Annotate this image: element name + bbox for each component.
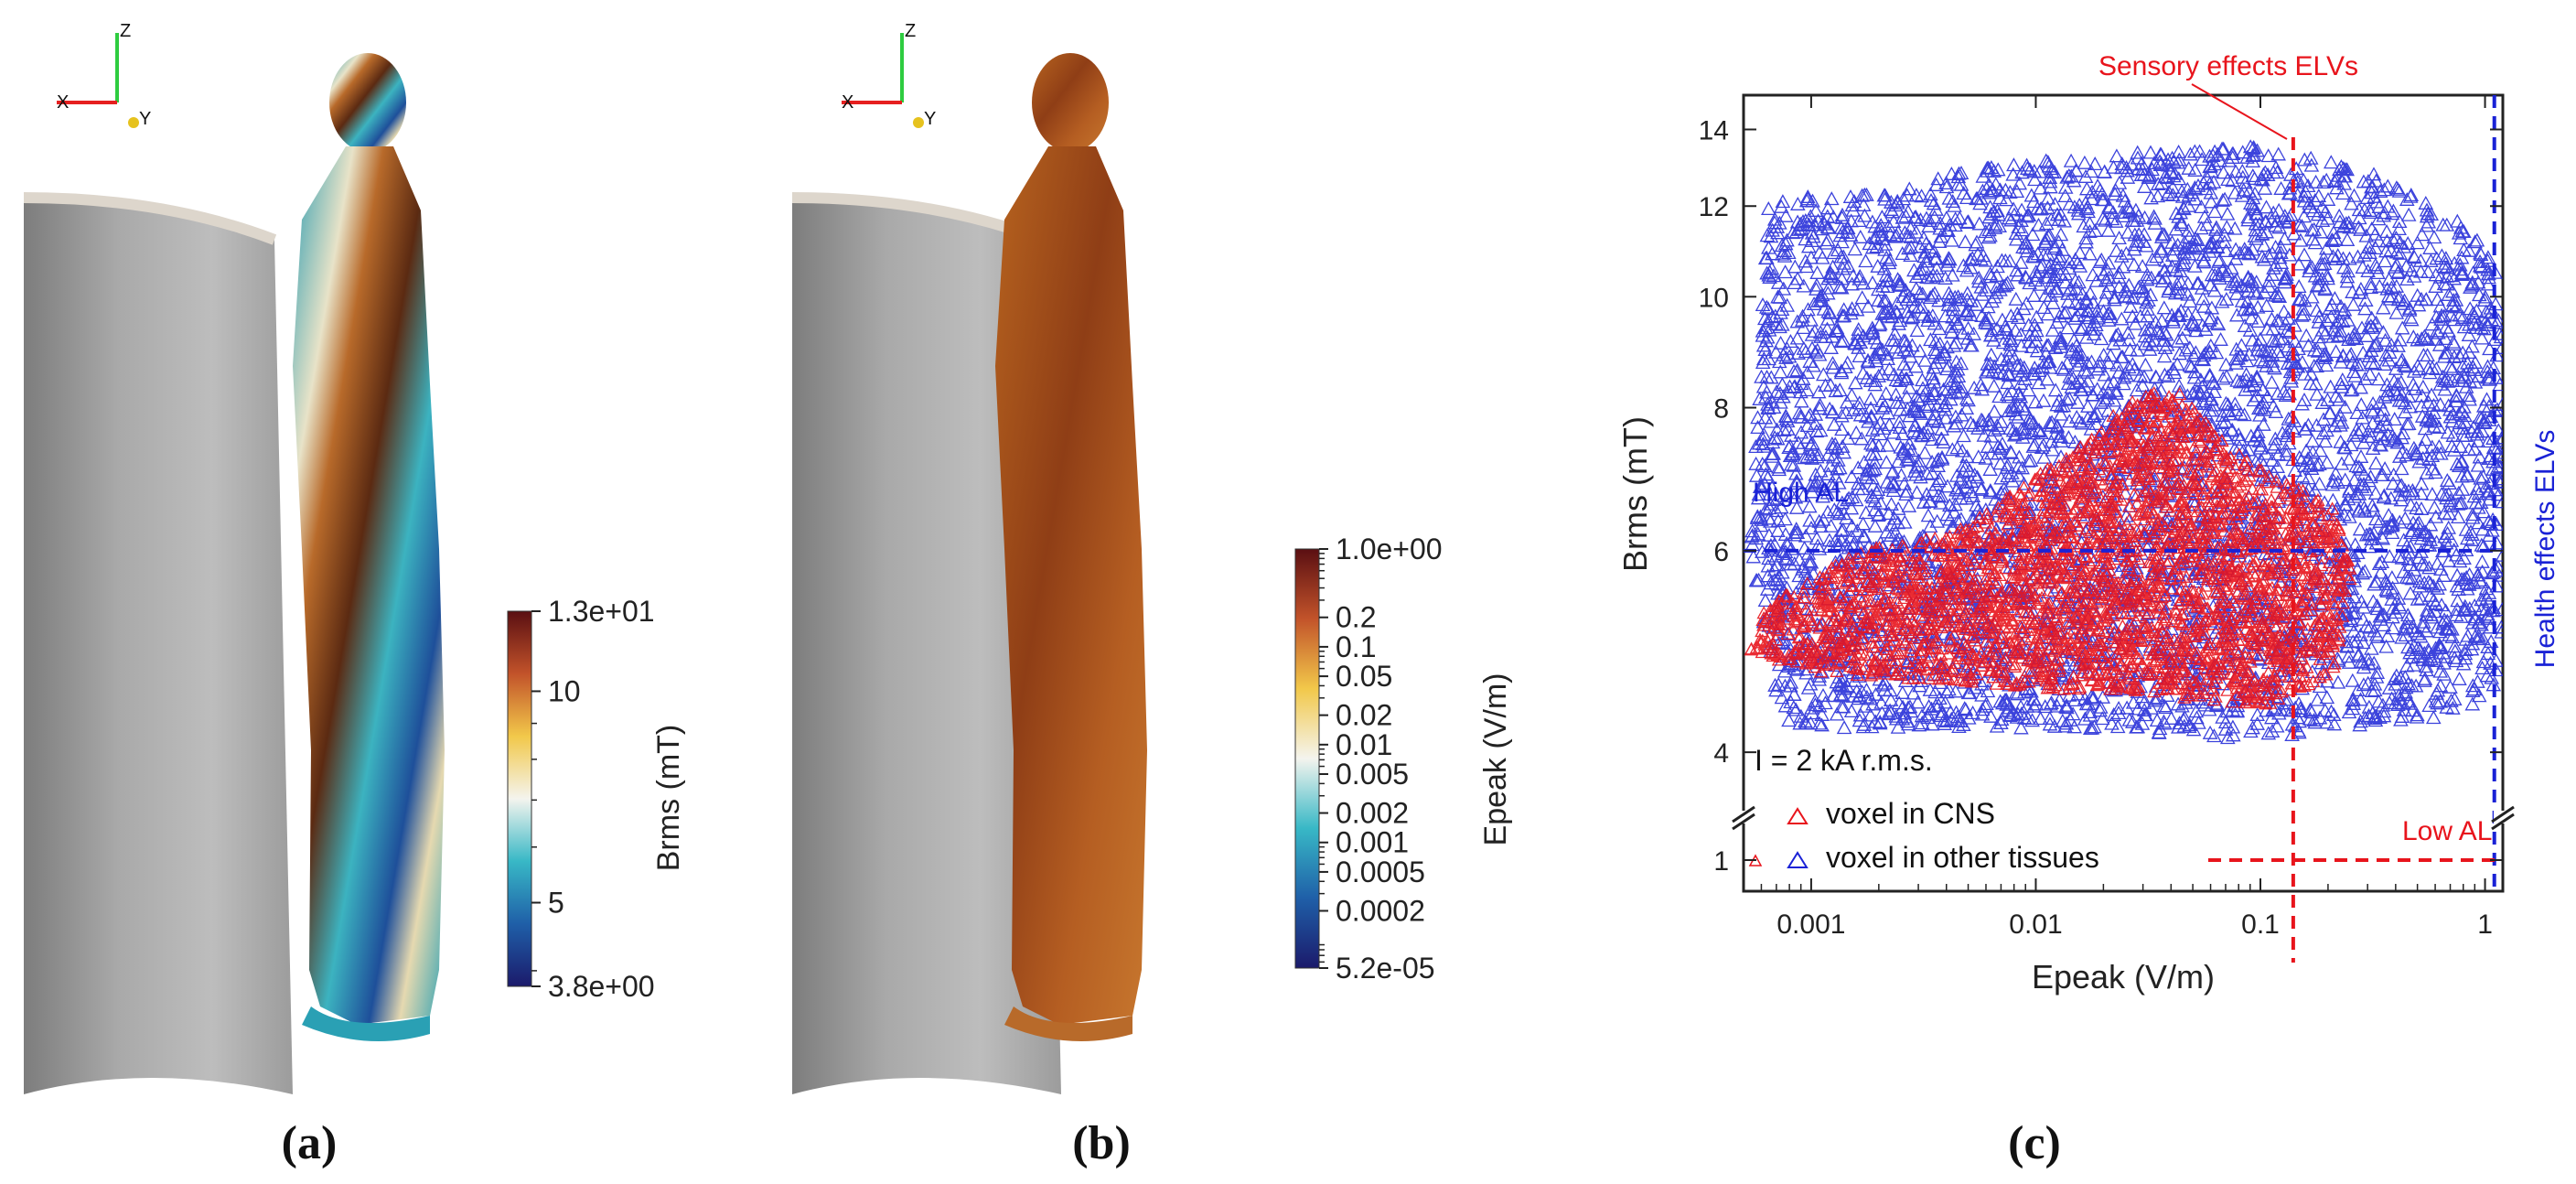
legend-label-cns: voxel in CNS <box>1826 797 1995 830</box>
caption-a: (a) <box>282 1117 338 1169</box>
colorbar-a-title: Brms (mT) <box>651 725 686 872</box>
x-tick-label: 0.001 <box>1776 910 1845 940</box>
y-tick-label: 8 <box>1713 394 1729 425</box>
y-tick-label: 4 <box>1713 738 1729 769</box>
colorbar-tick-label: 0.0002 <box>1336 894 1425 927</box>
colorbar-tick-label: 0.02 <box>1336 699 1392 732</box>
colorbar-tick-label: 0.001 <box>1336 826 1409 859</box>
y-axis-label: Brms (mT) <box>1616 416 1654 572</box>
caption-b: (b) <box>1072 1117 1131 1169</box>
triad-z-label-b: Z <box>905 21 916 41</box>
colorbar-tick-label: 0.01 <box>1336 728 1392 761</box>
x-tick-label: 1 <box>2477 910 2493 940</box>
human-model-b <box>995 53 1147 1041</box>
x-tick-label: 0.1 <box>2241 910 2280 940</box>
legend-marker-cns <box>1787 807 1809 824</box>
x-axis-ticks: 0.001 0.01 0.1 1 <box>1760 95 2493 940</box>
sensory-elv-leader <box>2191 83 2288 140</box>
annotation-current: I = 2 kA r.m.s. <box>1755 744 1933 777</box>
label-low-al: Low AL <box>2402 816 2492 846</box>
label-high-al: High AL <box>1753 478 1849 508</box>
human-model-a <box>293 53 445 1041</box>
y-tick-label: 12 <box>1699 192 1729 222</box>
cylinder-a <box>23 192 293 1094</box>
panel-b: Z X Y 1.0e+00 0.20.10.05 0.020.010.005 0.00… <box>791 21 1513 1169</box>
caption-c: (c) <box>2008 1117 2061 1169</box>
y-axis-ticks: 4 6 8 10 12 14 1 <box>1699 115 2503 877</box>
axes-triad-a: Z X Y <box>57 21 151 129</box>
scatter-layer <box>1744 139 2503 866</box>
legend-label-other: voxel in other tissues <box>1826 841 2099 874</box>
colorbar-tick-label: 0.1 <box>1336 630 1376 663</box>
y-tick-label: 6 <box>1713 537 1729 567</box>
colorbar-tick-label: 10 <box>548 674 581 707</box>
triad-y-label: Y <box>139 109 151 129</box>
x-axis-label: Epeak (V/m) <box>2032 958 2215 996</box>
colorbar-tick-label: 1.3e+01 <box>548 595 655 628</box>
axes-triad-b: Z X Y <box>842 21 936 129</box>
colorbar-b-title: Epeak (V/m) <box>1478 673 1513 846</box>
colorbar-tick-label: 0.005 <box>1336 758 1409 791</box>
panel-c: 0.001 0.01 0.1 1 4 6 8 10 12 14 1 Brms (mT) Epeak… <box>1616 51 2560 1169</box>
series-voxel-in-CNS <box>1744 385 2357 710</box>
triad-z-label: Z <box>120 21 131 41</box>
triad-y-label-b: Y <box>924 109 936 129</box>
colorbar-tick-label: 0.2 <box>1336 601 1376 634</box>
y-tick-label: 10 <box>1699 283 1729 313</box>
triad-x-label-b: X <box>842 92 853 113</box>
colorbar-tick-label: 0.05 <box>1336 660 1392 693</box>
legend: voxel in CNS voxel in other tissues <box>1787 797 2099 874</box>
colorbar-a: 1.3e+01 10 5 3.8e+00 Brms (mT) <box>507 595 686 1003</box>
triad-x-label: X <box>57 92 69 113</box>
reference-lines <box>1744 95 2503 963</box>
colorbar-b-ticks: 1.0e+00 0.20.10.05 0.020.010.005 0.0020.001… <box>1319 533 1443 985</box>
colorbar-b: 1.0e+00 0.20.10.05 0.020.010.005 0.0020.001… <box>1294 533 1513 985</box>
scatter-markers-voxel-in-CNS <box>1744 385 2357 710</box>
y-tick-label: 1 <box>1713 846 1729 877</box>
panel-a: Z X Y 1.3e+01 10 5 3.8e+00 Brms (mT) (a) <box>23 21 686 1169</box>
colorbar-tick-label: 5 <box>548 887 564 920</box>
label-health-elv: Health effects ELVs <box>2530 430 2560 669</box>
colorbar-tick-label: 0.002 <box>1336 797 1409 830</box>
colorbar-tick-label: 3.8e+00 <box>548 970 655 1003</box>
colorbar-tick-label: 1.0e+00 <box>1336 533 1443 565</box>
label-sensory-elv: Sensory effects ELVs <box>2098 51 2358 81</box>
x-tick-label: 0.01 <box>2009 910 2062 940</box>
colorbar-tick-label: 5.2e-05 <box>1336 952 1435 985</box>
colorbar-a-ticks: 1.3e+01 10 5 3.8e+00 <box>531 595 655 1003</box>
legend-marker-other <box>1787 851 1809 868</box>
colorbar-tick-label: 0.0005 <box>1336 856 1425 888</box>
axis-break-marks <box>1732 805 2515 831</box>
y-tick-label: 14 <box>1699 115 1729 145</box>
